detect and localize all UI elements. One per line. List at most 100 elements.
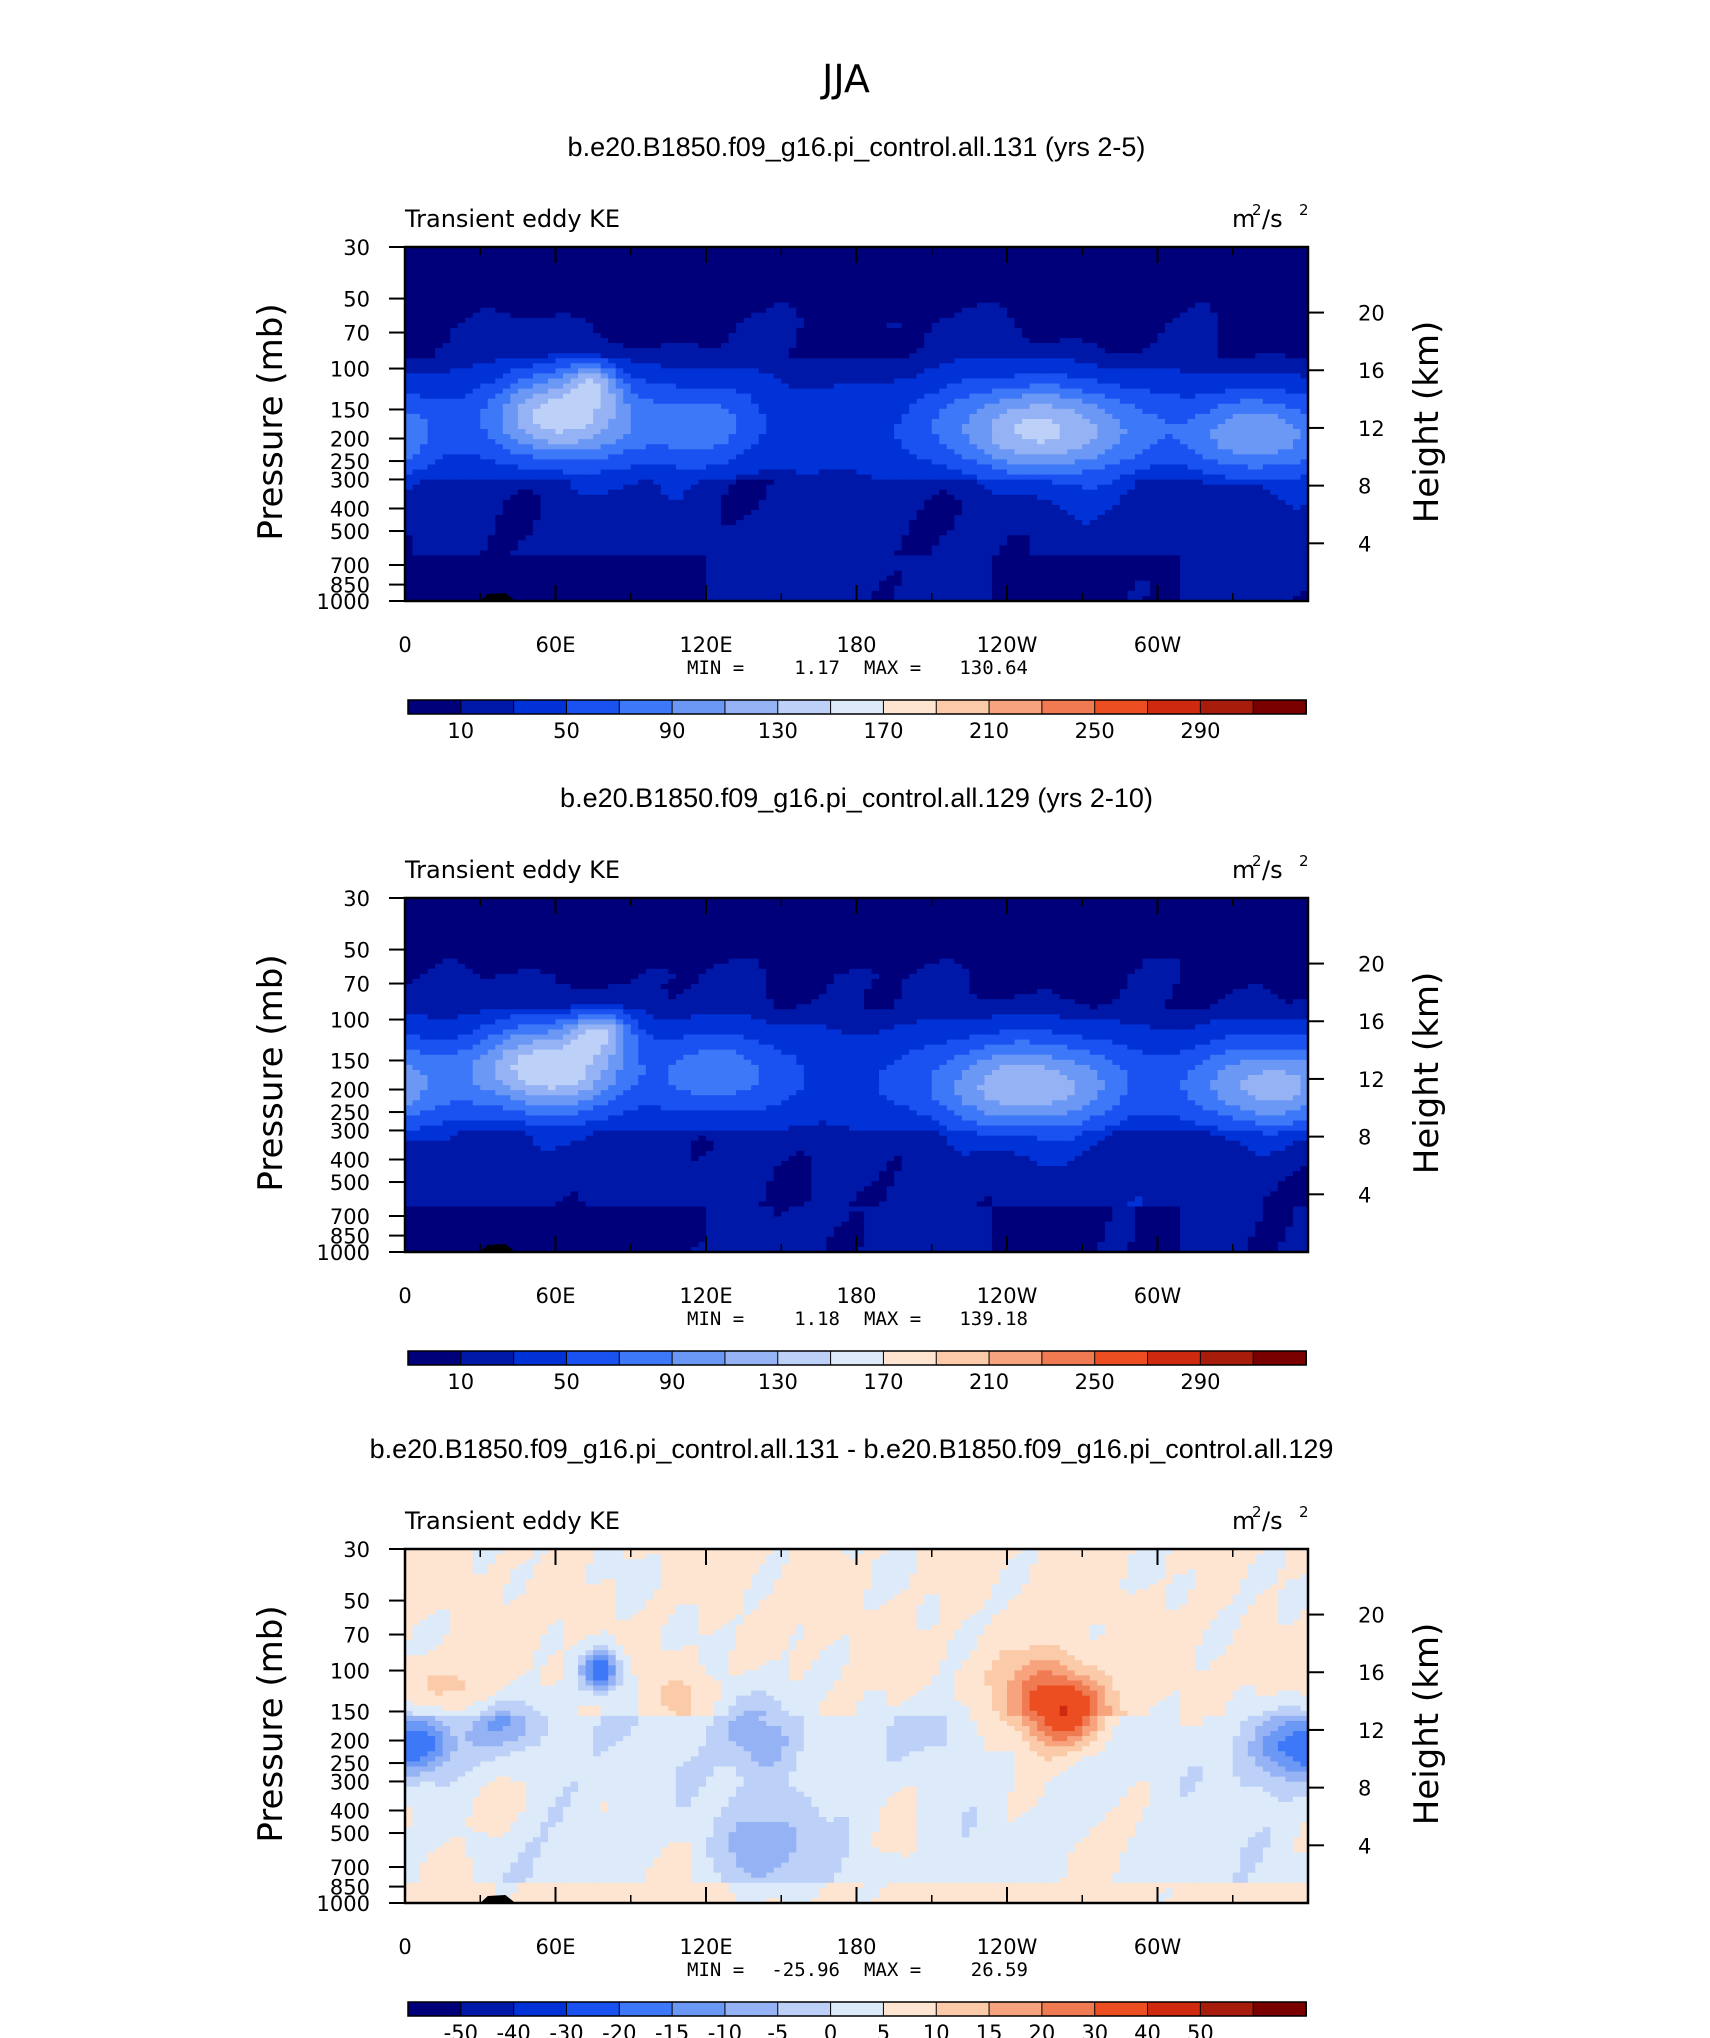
contour-cell — [1090, 257, 1098, 263]
contour-cell — [1263, 267, 1271, 273]
contour-cell — [1270, 277, 1278, 283]
contour-cell — [804, 277, 812, 283]
contour-cell — [1135, 272, 1143, 278]
contour-cell — [488, 293, 496, 299]
contour-cell — [1203, 267, 1211, 273]
contour-cell — [857, 252, 865, 258]
contour-cell — [1240, 282, 1248, 288]
contour-cell — [924, 282, 932, 288]
contour-cell — [954, 262, 962, 268]
contour-cell — [586, 267, 594, 273]
contour-cell — [887, 282, 895, 288]
contour-cell — [691, 282, 699, 288]
contour-cell — [556, 282, 564, 288]
contour-cell — [947, 282, 955, 288]
contour-cell — [518, 272, 526, 278]
contour-cell — [668, 252, 676, 258]
contour-cell — [428, 282, 436, 288]
contour-cell — [653, 293, 661, 299]
contour-cell — [834, 262, 842, 268]
contour-cell — [1173, 277, 1181, 283]
contour-cell — [616, 267, 624, 273]
contour-cell — [1015, 267, 1023, 273]
contour-cell — [751, 262, 759, 268]
contour-cell — [751, 277, 759, 283]
contour-cell — [1293, 282, 1301, 288]
contour-cell — [608, 267, 616, 273]
contour-cell — [1173, 287, 1181, 293]
contour-cell — [857, 267, 865, 273]
contour-cell — [443, 252, 451, 258]
contour-cell — [1105, 287, 1113, 293]
contour-cell — [751, 252, 759, 258]
contour-cell — [623, 287, 631, 293]
contour-cell — [638, 252, 646, 258]
contour-cell — [721, 262, 729, 268]
contour-cell — [1278, 282, 1286, 288]
contour-cell — [834, 277, 842, 283]
contour-cell — [1150, 282, 1158, 288]
contour-cell — [698, 262, 706, 268]
contour-cell — [774, 277, 782, 283]
contour-cell — [954, 257, 962, 263]
contour-cell — [1120, 287, 1128, 293]
contour-field — [405, 247, 1309, 602]
contour-cell — [420, 287, 428, 293]
contour-cell — [729, 277, 737, 283]
chart-panel-1: b.e20.B1850.f09_g16.pi_control.all.131 (… — [251, 132, 1447, 743]
contour-cell — [473, 267, 481, 273]
contour-cell — [826, 287, 834, 293]
contour-cell — [1158, 257, 1166, 263]
contour-cell — [1180, 272, 1188, 278]
contour-cell — [902, 262, 910, 268]
contour-cell — [1075, 262, 1083, 268]
contour-cell — [683, 277, 691, 283]
contour-cell — [984, 272, 992, 278]
contour-cell — [999, 282, 1007, 288]
contour-cell — [683, 272, 691, 278]
contour-cell — [932, 272, 940, 278]
contour-cell — [1158, 252, 1166, 258]
contour-cell — [1045, 287, 1053, 293]
contour-cell — [1067, 267, 1075, 273]
contour-cell — [962, 277, 970, 283]
contour-cell — [601, 287, 609, 293]
contour-cell — [729, 287, 737, 293]
contour-cell — [435, 252, 443, 258]
contour-cell — [954, 287, 962, 293]
contour-cell — [1015, 252, 1023, 258]
contour-cell — [962, 287, 970, 293]
contour-cell — [917, 277, 925, 283]
contour-cell — [578, 282, 586, 288]
contour-cell — [1255, 267, 1263, 273]
contour-cell — [1195, 267, 1203, 273]
units-per: /s — [1262, 205, 1283, 233]
contour-cell — [706, 282, 714, 288]
contour-cell — [525, 272, 533, 278]
contour-cell — [744, 272, 752, 278]
contour-cell — [608, 277, 616, 283]
contour-cell — [1015, 277, 1023, 283]
contour-cell — [1225, 282, 1233, 288]
contour-cell — [939, 277, 947, 283]
contour-cell — [563, 252, 571, 258]
contour-cell — [556, 293, 564, 299]
contour-cell — [1210, 262, 1218, 268]
contour-cell — [1090, 252, 1098, 258]
contour-cell — [676, 277, 684, 283]
contour-cell — [917, 272, 925, 278]
contour-cell — [578, 262, 586, 268]
contour-cell — [616, 257, 624, 263]
contour-cell — [879, 277, 887, 283]
contour-cell — [999, 287, 1007, 293]
contour-cell — [1142, 277, 1150, 283]
contour-cell — [1210, 282, 1218, 288]
contour-cell — [1195, 257, 1203, 263]
contour-cell — [774, 257, 782, 263]
contour-cell — [488, 272, 496, 278]
contour-cell — [533, 287, 541, 293]
contour-cell — [894, 257, 902, 263]
contour-cell — [1097, 262, 1105, 268]
contour-cell — [887, 272, 895, 278]
contour-cell — [1158, 267, 1166, 273]
